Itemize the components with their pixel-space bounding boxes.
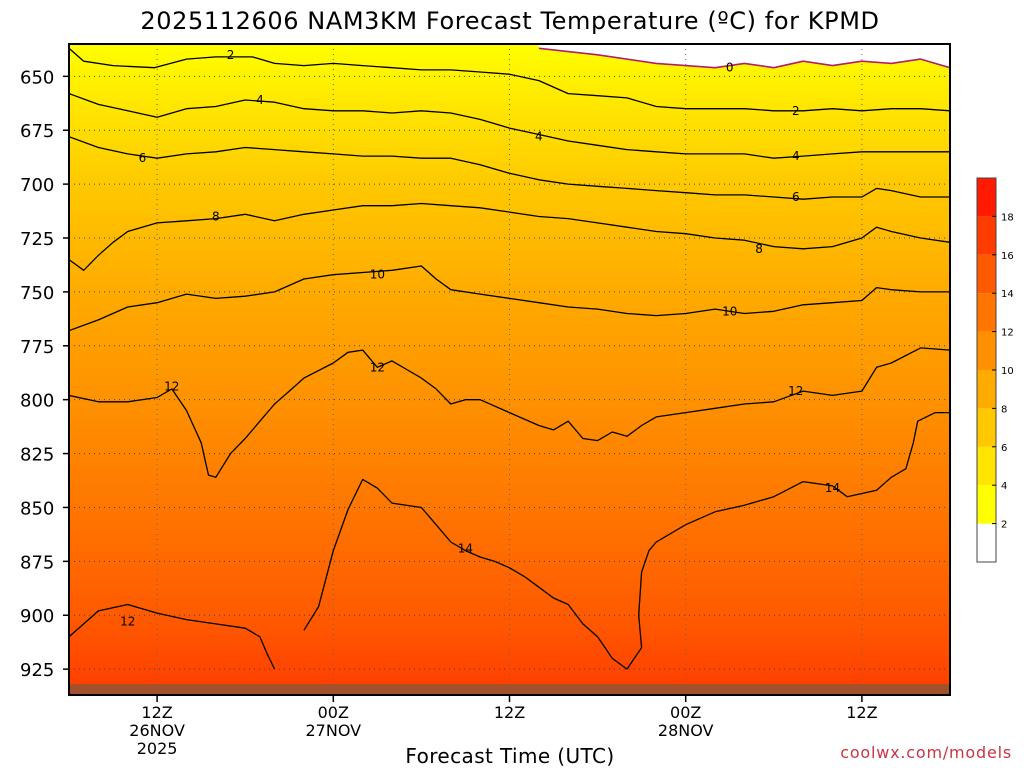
gridlines [69, 44, 950, 695]
contour-label-2: 2 [227, 48, 235, 62]
contour-line-14 [626, 411, 950, 670]
colorbar-swatch [977, 178, 996, 217]
contour-label-8: 8 [212, 209, 220, 223]
y-tick-label: 900 [20, 606, 54, 627]
y-tick-label: 700 [20, 175, 54, 196]
y-axis: 650 675 700 725 750 775 800 825 850 875 900 925 [20, 67, 69, 681]
contour-label-8: 8 [755, 242, 763, 256]
contour-line-6 [69, 136, 950, 200]
colorbar-swatch [977, 370, 996, 409]
x-tick-label: 26NOV [129, 721, 185, 740]
colorbar-swatch [977, 485, 996, 524]
contour-label-10: 10 [370, 268, 385, 282]
x-axis-label: Forecast Time (UTC) [405, 744, 614, 768]
contour-line-2 [69, 47, 950, 112]
colorbar-swatch [977, 293, 996, 332]
contour-line-4 [69, 92, 950, 159]
colorbar-label: 8 [1001, 404, 1007, 415]
y-tick-label: 925 [20, 660, 54, 681]
contour-label-6: 6 [792, 190, 800, 204]
contour-label-14: 14 [825, 481, 840, 495]
cold-region [538, 44, 950, 68]
y-tick-label: 675 [20, 121, 54, 142]
x-tick-label: 00Z [318, 703, 349, 722]
contour-labels: 0 2 2 4 4 4 6 6 8 8 10 10 12 12 12 14 14 12 [120, 48, 840, 629]
contour-label-4: 4 [535, 130, 543, 144]
terrain-mask [69, 684, 950, 695]
x-tick-label: 12Z [141, 703, 172, 722]
contour-label-6: 6 [139, 151, 147, 165]
contour-label-4: 4 [256, 93, 264, 107]
colorbar-label: 2 [1001, 520, 1007, 531]
contour-line-10 [69, 265, 950, 332]
colorbar-swatch [977, 523, 996, 562]
contour-lines [69, 47, 950, 670]
contour-label-14: 14 [458, 541, 473, 555]
colorbar-label: 16 [1001, 251, 1014, 262]
contour-label-4: 4 [792, 149, 800, 163]
colorbar-swatch [977, 408, 996, 447]
y-tick-label: 825 [20, 445, 54, 466]
contour-label-2: 2 [792, 104, 800, 118]
colorbar-label: 6 [1001, 443, 1007, 454]
contour-label-12: 12 [370, 360, 385, 374]
y-tick-label: 725 [20, 229, 54, 250]
colorbar-label: 4 [1001, 481, 1007, 492]
contour-line-8 [69, 202, 950, 271]
colorbar-swatch [977, 331, 996, 370]
contour-label-12: 12 [788, 384, 803, 398]
contour-line-0 [538, 47, 950, 69]
contour-label-10: 10 [722, 304, 737, 318]
colorbar-label: 14 [1001, 289, 1014, 300]
contour-label-12: 12 [164, 380, 179, 394]
contour-line-14 [303, 478, 628, 670]
colorbar-swatch [977, 216, 996, 255]
colorbar-legend: 2 4 6 8 10 12 14 16 18 [976, 177, 1014, 563]
x-tick-label: 12Z [846, 703, 877, 722]
y-tick-label: 750 [20, 283, 54, 304]
contour-label-12: 12 [120, 615, 135, 629]
x-tick-label: 2025 [137, 739, 178, 758]
contour-line-12 [69, 603, 276, 670]
colorbar-swatch [977, 446, 996, 486]
colorbar-label: 10 [1001, 366, 1014, 377]
colorbar-label: 12 [1001, 328, 1014, 339]
contour-line-12 [69, 347, 950, 478]
colorbar-label: 18 [1001, 212, 1014, 223]
plot-area: 0 2 2 4 4 4 6 6 8 8 10 10 12 12 12 14 14 12 [69, 44, 950, 695]
sub-threshold-region [538, 44, 950, 68]
y-tick-label: 850 [20, 498, 54, 519]
y-tick-label: 650 [20, 67, 54, 88]
x-tick-label: 00Z [670, 703, 701, 722]
y-tick-label: 800 [20, 391, 54, 412]
y-tick-label: 875 [20, 552, 54, 573]
credit-link[interactable]: coolwx.com/models [840, 743, 1012, 762]
colorbar-swatch [977, 254, 996, 294]
x-tick-label: 28NOV [658, 721, 714, 740]
y-tick-label: 775 [20, 337, 54, 358]
contour-label-0: 0 [726, 61, 734, 75]
x-tick-label: 27NOV [306, 721, 362, 740]
chart-title: 2025112606 NAM3KM Forecast Temperature (… [140, 7, 879, 35]
x-tick-label: 12Z [494, 703, 525, 722]
